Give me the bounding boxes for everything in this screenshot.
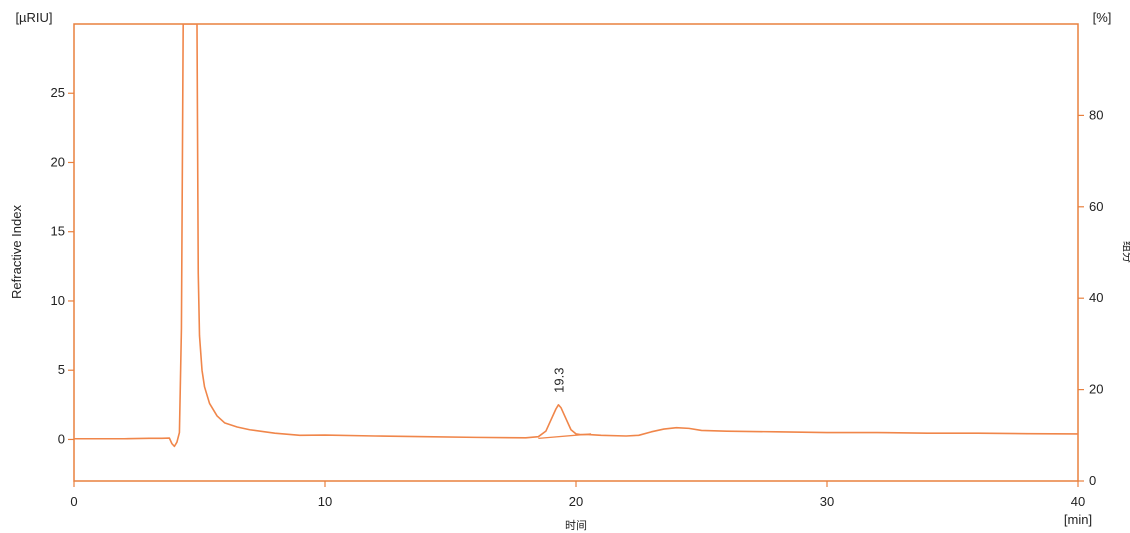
right-axis-unit: [%]: [1093, 10, 1112, 25]
left-axis-ticks: 0 5 10 15 20 25: [51, 85, 74, 446]
chromatogram-trace: [74, 24, 1078, 448]
peak-baseline: [538, 433, 592, 439]
x-tick-label: 0: [70, 494, 77, 509]
x-axis-unit: [min]: [1064, 512, 1092, 527]
y2-tick-label: 20: [1089, 382, 1103, 397]
y2-tick-label: 40: [1089, 290, 1103, 305]
y-tick-label: 20: [51, 154, 65, 169]
annotation-layer: 19.3: [551, 368, 566, 393]
x-tick-label: 40: [1071, 494, 1085, 509]
y-tick-label: 5: [58, 362, 65, 377]
y-tick-label: 10: [51, 293, 65, 308]
y-tick-label: 25: [51, 85, 65, 100]
x-tick-label: 30: [820, 494, 834, 509]
x-tick-label: 20: [569, 494, 583, 509]
y-tick-label: 0: [58, 431, 65, 446]
y2-tick-label: 0: [1089, 473, 1096, 488]
y-tick-label: 15: [51, 224, 65, 239]
x-axis-ticks: 0 10 20 30 40: [70, 481, 1085, 509]
right-axis-label: 组分: [1121, 241, 1130, 263]
left-axis-unit: [µRIU]: [15, 10, 52, 25]
plot-border: [73, 23, 1079, 482]
y2-tick-label: 80: [1089, 107, 1103, 122]
y-axis-label: Refractive Index: [9, 205, 24, 299]
series-layer: [74, 24, 1078, 448]
y2-tick-label: 60: [1089, 199, 1103, 214]
right-axis-ticks: 0 20 40 60 80: [1078, 107, 1103, 488]
x-tick-label: 10: [318, 494, 332, 509]
x-axis-label: 时间: [565, 519, 587, 532]
plot-frame: [73, 23, 1079, 482]
peak-label: 19.3: [551, 368, 566, 393]
